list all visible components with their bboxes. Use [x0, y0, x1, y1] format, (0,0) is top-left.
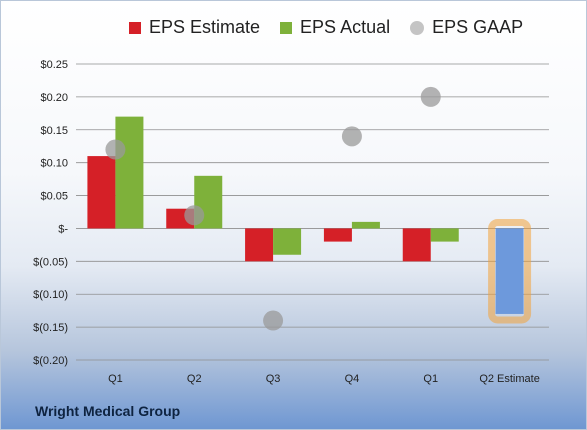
legend-swatch-actual — [280, 21, 293, 34]
legend-label-actual: EPS Actual — [300, 17, 391, 37]
x-tick-label: Q4 — [345, 373, 360, 385]
y-tick-label: $0.25 — [40, 59, 68, 71]
company-name: Wright Medical Group — [35, 403, 181, 419]
y-tick-label: $(0.20) — [33, 355, 68, 367]
y-tick-label: $(0.05) — [33, 256, 68, 268]
bar-eps-estimate — [323, 228, 352, 242]
point-eps-gaap — [341, 126, 362, 147]
bar-eps-actual — [351, 221, 380, 229]
chart-legend: EPS Estimate EPS Actual EPS GAAP — [129, 17, 523, 38]
point-eps-gaap — [263, 310, 284, 331]
bar-forecast-estimate — [495, 228, 524, 314]
bar-eps-estimate — [245, 228, 274, 262]
y-tick-label: $(0.10) — [33, 289, 68, 301]
y-tick-label: $0.05 — [40, 191, 68, 203]
point-eps-gaap — [184, 205, 205, 226]
legend-label-gaap: EPS GAAP — [432, 17, 524, 37]
x-tick-label: Q2 — [187, 373, 202, 385]
y-tick-label: $(0.15) — [33, 322, 68, 334]
legend-item-estimate: EPS Estimate — [129, 17, 260, 38]
y-tick-label: $0.15 — [40, 125, 68, 137]
bar-eps-actual — [430, 228, 459, 242]
bar-eps-actual — [273, 228, 302, 255]
x-tick-label: Q1 — [108, 373, 123, 385]
x-tick-label: Q1 — [423, 373, 438, 385]
legend-label-estimate: EPS Estimate — [149, 17, 261, 37]
legend-swatch-gaap — [410, 20, 425, 35]
y-tick-label: $- — [58, 223, 68, 235]
bar-eps-estimate — [402, 228, 431, 262]
x-tick-label: Q2 Estimate — [479, 373, 540, 385]
legend-item-gaap: EPS GAAP — [410, 17, 523, 38]
legend-item-actual: EPS Actual — [280, 17, 390, 38]
x-tick-label: Q3 — [266, 373, 281, 385]
y-tick-label: $0.10 — [40, 158, 68, 170]
y-tick-label: $0.20 — [40, 92, 68, 104]
forecast-glow — [488, 218, 532, 324]
legend-swatch-estimate — [129, 21, 141, 34]
point-eps-gaap — [420, 86, 441, 107]
point-eps-gaap — [105, 139, 126, 160]
bar-eps-estimate — [87, 156, 116, 229]
bar-eps-actual — [115, 116, 144, 229]
